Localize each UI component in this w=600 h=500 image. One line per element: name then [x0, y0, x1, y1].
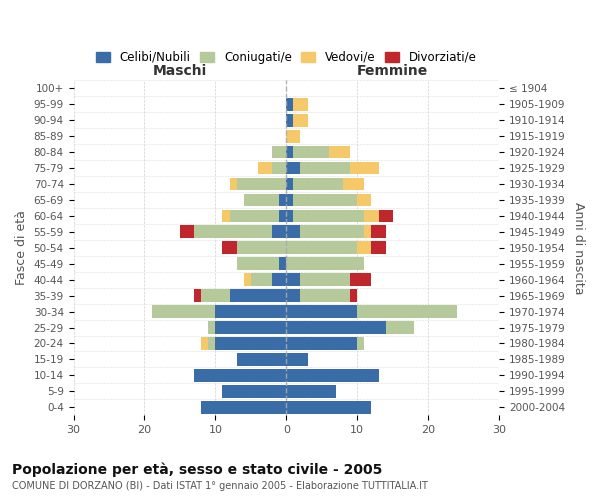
Bar	[357, 305, 457, 318]
Bar	[301, 290, 350, 302]
Bar	[180, 226, 194, 238]
Bar	[293, 98, 308, 110]
Bar	[236, 178, 286, 190]
Bar	[236, 353, 286, 366]
Bar	[236, 242, 286, 254]
Bar	[272, 146, 286, 158]
Bar	[223, 210, 230, 222]
Bar	[251, 274, 272, 286]
Bar	[293, 194, 357, 206]
Bar	[286, 130, 301, 142]
Text: COMUNE DI DORZANO (BI) - Dati ISTAT 1° gennaio 2005 - Elaborazione TUTTITALIA.IT: COMUNE DI DORZANO (BI) - Dati ISTAT 1° g…	[12, 481, 428, 491]
Bar	[215, 305, 286, 318]
Bar	[357, 242, 371, 254]
Bar	[258, 162, 272, 174]
Bar	[244, 274, 251, 286]
Bar	[286, 321, 386, 334]
Bar	[350, 162, 379, 174]
Bar	[223, 242, 236, 254]
Legend: Celibi/Nubili, Coniugati/e, Vedovi/e, Divorziati/e: Celibi/Nubili, Coniugati/e, Vedovi/e, Di…	[92, 46, 481, 68]
Bar	[201, 290, 230, 302]
Bar	[194, 369, 286, 382]
Bar	[215, 337, 286, 350]
Bar	[244, 194, 279, 206]
Bar	[286, 290, 301, 302]
Bar	[223, 385, 286, 398]
Bar	[286, 258, 364, 270]
Bar	[272, 274, 286, 286]
Bar	[286, 114, 293, 126]
Bar	[286, 337, 357, 350]
Bar	[371, 242, 386, 254]
Bar	[286, 178, 293, 190]
Bar	[208, 321, 215, 334]
Bar	[286, 401, 371, 413]
Bar	[286, 369, 379, 382]
Bar	[286, 305, 357, 318]
Bar	[301, 274, 350, 286]
Bar	[201, 337, 208, 350]
Bar	[357, 337, 364, 350]
Bar	[236, 258, 279, 270]
Bar	[286, 210, 293, 222]
Bar	[279, 258, 286, 270]
Bar	[201, 401, 286, 413]
Bar	[208, 337, 215, 350]
Bar	[215, 321, 286, 334]
Text: Popolazione per età, sesso e stato civile - 2005: Popolazione per età, sesso e stato civil…	[12, 462, 382, 477]
Bar	[286, 162, 301, 174]
Bar	[386, 321, 414, 334]
Bar	[293, 210, 364, 222]
Bar	[272, 162, 286, 174]
Bar	[279, 210, 286, 222]
Bar	[293, 146, 329, 158]
Y-axis label: Fasce di età: Fasce di età	[15, 210, 28, 285]
Bar	[293, 114, 308, 126]
Bar	[286, 226, 301, 238]
Bar	[152, 305, 215, 318]
Bar	[286, 274, 301, 286]
Bar	[343, 178, 364, 190]
Bar	[329, 146, 350, 158]
Bar	[230, 210, 279, 222]
Text: Maschi: Maschi	[153, 64, 207, 78]
Bar	[371, 226, 386, 238]
Bar	[286, 242, 357, 254]
Bar	[293, 178, 343, 190]
Bar	[286, 353, 308, 366]
Bar	[286, 385, 336, 398]
Bar	[286, 98, 293, 110]
Bar	[194, 290, 201, 302]
Bar	[364, 210, 379, 222]
Bar	[357, 194, 371, 206]
Bar	[364, 226, 371, 238]
Y-axis label: Anni di nascita: Anni di nascita	[572, 202, 585, 294]
Bar	[286, 194, 293, 206]
Bar	[301, 162, 350, 174]
Bar	[379, 210, 392, 222]
Bar	[286, 146, 293, 158]
Bar	[350, 274, 371, 286]
Bar	[230, 290, 286, 302]
Bar	[230, 178, 236, 190]
Bar	[279, 194, 286, 206]
Bar	[194, 226, 272, 238]
Bar	[301, 226, 364, 238]
Bar	[350, 290, 357, 302]
Text: Femmine: Femmine	[357, 64, 428, 78]
Bar	[272, 226, 286, 238]
